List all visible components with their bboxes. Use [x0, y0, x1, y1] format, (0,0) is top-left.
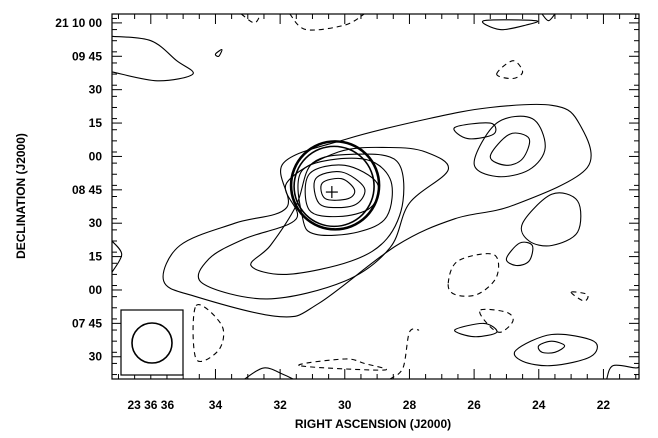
solid-contour-nw-corner: [111, 35, 194, 82]
y-axis-label: DECLINATION (J2000): [14, 133, 28, 259]
solid-contour-level-6: [313, 171, 366, 209]
solid-contour-level-7: [320, 177, 356, 201]
dashed-contour-neg-e: [570, 291, 589, 302]
solid-contour-se-small: [454, 322, 498, 338]
overlays: [120, 140, 381, 376]
solid-contour-level-4: [297, 157, 393, 236]
x-tick-label: 34: [209, 398, 223, 412]
x-tick-label: 24: [532, 398, 546, 412]
solid-contour-east-knot-inner: [489, 132, 531, 166]
solid-contour-ne-edge: [541, 13, 556, 22]
y-tick-label: 15: [89, 250, 103, 264]
x-axis-label: RIGHT ASCENSION (J2000): [295, 417, 451, 431]
solid-contour-ne-corner: [481, 19, 539, 31]
y-tick-label: 00: [89, 149, 103, 163]
x-tick-label: 28: [403, 398, 417, 412]
solid-contour-level-2: [197, 146, 449, 300]
solid-contour-outer-envelope: [162, 103, 592, 318]
x-tick-labels: 23 36 36 34 32 30 28 26 24 22: [127, 398, 610, 412]
solid-contour-se-outer: [513, 333, 598, 367]
y-tick-label: 30: [89, 350, 103, 364]
solid-contour-west-edge: [111, 240, 123, 273]
y-tick-label: 08 45: [72, 183, 102, 197]
solid-contour-sw-edge-1: [244, 367, 294, 380]
x-tick-label: 32: [273, 398, 287, 412]
solid-contour-se-edge: [606, 364, 640, 380]
axis-ticks: [112, 14, 639, 379]
dashed-contour-neg-s: [389, 328, 420, 380]
y-tick-label: 07 45: [72, 316, 102, 330]
beam-inset-circle: [131, 322, 173, 364]
x-tick-label: 22: [597, 398, 611, 412]
x-tick-label: 23 36 36: [127, 398, 174, 412]
y-tick-label: 15: [89, 116, 103, 130]
beam-inset-box: [120, 309, 184, 376]
x-tick-label: 30: [338, 398, 352, 412]
solid-contour-level-5: [304, 164, 380, 218]
dashed-contour-neg-sw: [192, 303, 225, 363]
solid-contour-small-north: [214, 49, 223, 57]
dashed-contour-neg-n1: [289, 13, 365, 31]
y-tick-label: 00: [89, 283, 103, 297]
plot-frame: [111, 13, 640, 380]
solid-contour-se-inner: [537, 340, 566, 354]
solid-contour-level-3: [250, 153, 405, 275]
beam-ellipse-outer: [289, 140, 381, 231]
solid-contour-east-knot-outer: [473, 115, 546, 178]
dashed-contour-neg-mid2: [479, 308, 514, 333]
dashed-contour-neg-mid: [447, 253, 500, 297]
solid-contour-mid-blob: [505, 241, 534, 267]
beam-ellipse-inner: [293, 145, 375, 228]
solid-contour-far-east-blob: [520, 192, 582, 247]
y-tick-label: 21 10 00: [55, 16, 102, 30]
y-tick-label: 30: [89, 83, 103, 97]
x-tick-label: 26: [467, 398, 481, 412]
y-tick-labels: 21 10 00 09 45 30 15 00 08 45 30 15 00 07 45 30: [55, 16, 102, 364]
y-tick-label: 09 45: [72, 49, 102, 63]
y-tick-label: 30: [89, 216, 103, 230]
dashed-contour-neg-n2: [240, 13, 262, 24]
dashed-contour-neg-ne: [496, 60, 524, 80]
contour-lines: [111, 13, 640, 380]
dashed-contour-neg-s2: [298, 358, 387, 371]
solid-contour-north-knot: [453, 122, 497, 140]
